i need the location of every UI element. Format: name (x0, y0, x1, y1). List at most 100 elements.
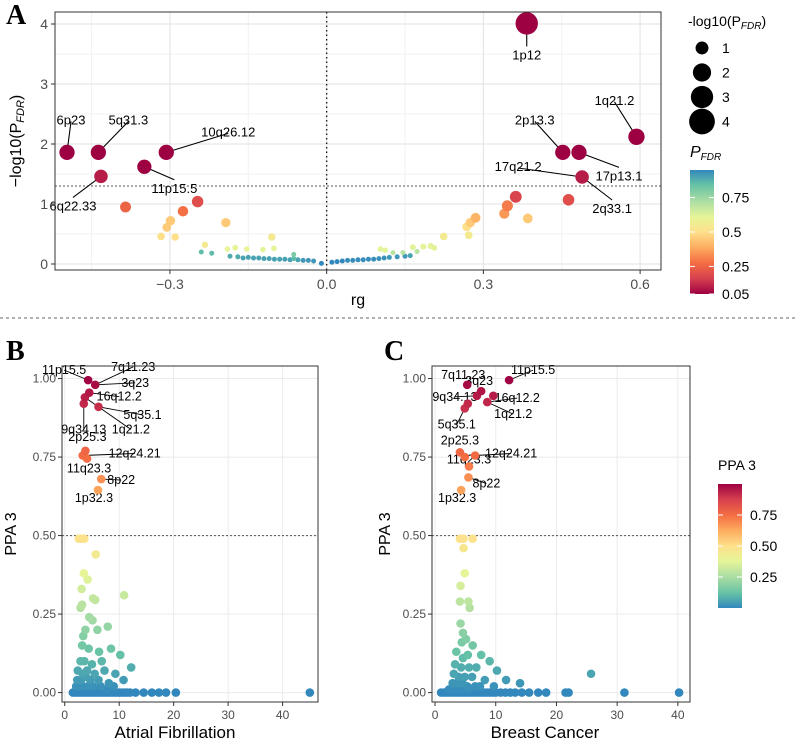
scatter-point (365, 256, 371, 262)
scatter-point (355, 257, 361, 263)
point-label: 1p12 (512, 47, 541, 62)
scatter-point (266, 256, 272, 262)
scatter-point (586, 669, 596, 679)
label-connector (95, 366, 134, 386)
x-tick-label: 10 (489, 708, 503, 722)
point-label: 2p13.3 (515, 112, 555, 127)
scatter-point (451, 647, 461, 657)
scatter-point (455, 597, 465, 606)
scatter-point (464, 231, 473, 240)
panel-b-y-title: PPA 3 (3, 512, 20, 555)
scatter-point (73, 666, 83, 675)
scatter-point (260, 246, 266, 253)
label-connector (166, 132, 229, 153)
x-tick-label: 10 (113, 708, 127, 722)
scatter-point (381, 255, 387, 261)
scatter-point (390, 250, 396, 256)
scatter-point (628, 128, 645, 145)
x-tick-label: 0.6 (630, 276, 650, 292)
color-legend-c-label: 0.75 (750, 507, 777, 523)
color-legend-a-label: 0.25 (722, 258, 749, 274)
scatter-point (131, 688, 140, 697)
scatter-point (504, 375, 514, 385)
scatter-point (460, 568, 470, 578)
scatter-point (243, 246, 250, 252)
scatter-point (115, 650, 125, 660)
scatter-point (407, 253, 413, 259)
scatter-point (460, 672, 470, 682)
scatter-point (77, 600, 87, 609)
scatter-point (295, 257, 301, 263)
scatter-point (80, 534, 89, 544)
scatter-point (88, 594, 98, 603)
scatter-point (94, 402, 103, 412)
scatter-point (371, 256, 377, 262)
y-tick-label: 0.25 (33, 607, 57, 621)
scatter-point (119, 590, 129, 600)
size-legend-label: 1 (722, 40, 730, 56)
x-tick-label: 0.3 (474, 276, 494, 292)
scatter-point (470, 212, 481, 223)
scatter-point (339, 258, 345, 264)
label-connector (95, 382, 136, 386)
label-connector (63, 369, 89, 381)
point-label: 1q21.2 (595, 93, 635, 108)
point-label: 8p22 (107, 473, 135, 487)
scatter-point (467, 672, 477, 682)
x-tick-label: 20 (167, 708, 181, 722)
scatter-point (459, 534, 468, 544)
scatter-point (515, 12, 538, 35)
label-connector (487, 397, 518, 403)
scatter-point (464, 473, 473, 482)
color-legend-a-label: 0.5 (722, 224, 742, 240)
point-label: 5q35.1 (438, 417, 476, 431)
scatter-point (464, 597, 473, 606)
scatter-point (59, 144, 75, 161)
scatter-point (463, 399, 473, 408)
scatter-point (106, 644, 116, 653)
scatter-point (510, 688, 520, 697)
y-tick-label: 3 (40, 76, 48, 92)
panel-c-points (436, 375, 684, 697)
scatter-point (564, 688, 573, 697)
scatter-point (171, 688, 181, 697)
scatter-point (271, 256, 277, 262)
panel-a-y-title-main: −log10(P (8, 123, 25, 188)
scatter-point (360, 257, 366, 263)
panel-a-y-title: −log10(PFDR) (8, 95, 27, 187)
y-tick-label: 4 (40, 16, 48, 32)
scatter-point (161, 688, 171, 697)
size-legend-label: 2 (722, 65, 730, 81)
scatter-point (139, 688, 149, 697)
x-tick-label: 0 (61, 708, 68, 722)
size-legend-dot (695, 41, 709, 55)
point-label: 7q11.23 (441, 368, 485, 382)
size-legend-label: 4 (722, 114, 730, 130)
panel-a-point-labels: 1p12 6p23 5q31.3 10q26.12 11p15.5 6q22.33 2p13… (49, 23, 642, 216)
panel-c-ticks: 0 10 20 30 40 0.00 0.25 0.50 0.75 1.00 (403, 372, 685, 722)
panel-c-color-legend: PPA 3 0.75 0.50 0.25 (718, 457, 777, 608)
scatter-point (305, 688, 315, 697)
scatter-point (515, 678, 525, 688)
scatter-point (420, 243, 427, 250)
color-legend-c-title: PPA 3 (718, 457, 756, 473)
size-legend-dot (689, 108, 715, 135)
scatter-point (77, 641, 87, 650)
scatter-point (311, 258, 317, 264)
y-tick-label: 2 (40, 136, 48, 152)
scatter-point (517, 688, 527, 697)
scatter-point (334, 259, 340, 265)
color-legend-a-title-sub: FDR (701, 152, 722, 163)
scatter-point (221, 217, 231, 228)
scatter-point (400, 250, 406, 256)
scatter-point (620, 688, 629, 697)
scatter-point (345, 257, 351, 263)
panel-a-size-legend: -log10(PFDR) 1 2 3 4 (688, 13, 766, 135)
y-tick-label: 0.50 (403, 529, 427, 543)
panel-a-plot: 1p12 6p23 5q31.3 10q26.12 11p15.5 6q22.33 2p13… (8, 11, 662, 309)
scatter-point (81, 446, 90, 456)
scatter-point (291, 256, 297, 262)
panel-c-grid (432, 366, 690, 702)
point-label: 1q21.2 (112, 422, 150, 436)
